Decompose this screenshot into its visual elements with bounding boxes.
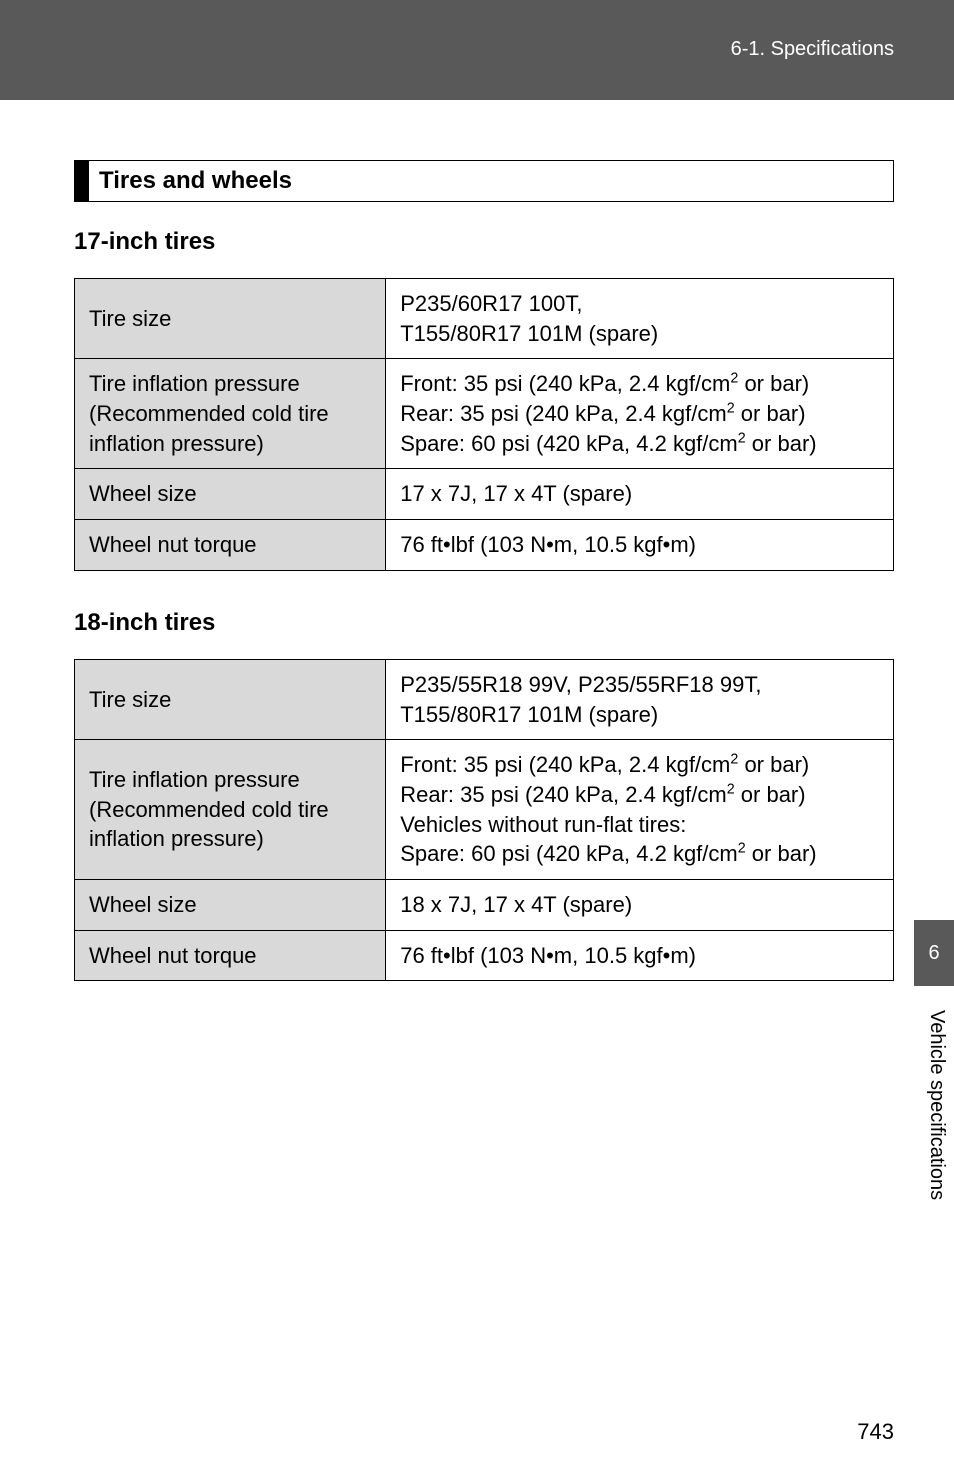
table-row: Tire inflation pressure(Recommended cold…	[75, 740, 894, 880]
table-row: Wheel nut torque 76 ft•lbf (103 N•m, 10.…	[75, 930, 894, 981]
chapter-label: Vehicle specifications	[925, 1010, 948, 1200]
page-number: 743	[857, 1419, 894, 1445]
breadcrumb: 6-1. Specifications	[731, 38, 894, 61]
spec-value: Front: 35 psi (240 kPa, 2.4 kgf/cm2 or b…	[386, 359, 894, 469]
spec-value: 76 ft•lbf (103 N•m, 10.5 kgf•m)	[386, 930, 894, 981]
spec-value: Front: 35 psi (240 kPa, 2.4 kgf/cm2 or b…	[386, 740, 894, 880]
spec-table-0: Tire size P235/60R17 100T,T155/80R17 101…	[74, 278, 894, 571]
spec-key: Wheel nut torque	[75, 930, 386, 981]
top-band: 6-1. Specifications	[0, 0, 954, 100]
spec-value: 17 x 7J, 17 x 4T (spare)	[386, 469, 894, 520]
spec-key: Wheel size	[75, 879, 386, 930]
spec-value: P235/55R18 99V, P235/55RF18 99T,T155/80R…	[386, 659, 894, 739]
spec-value: 18 x 7J, 17 x 4T (spare)	[386, 879, 894, 930]
spec-value: P235/60R17 100T,T155/80R17 101M (spare)	[386, 279, 894, 359]
table-heading-0: 17-inch tires	[74, 228, 894, 256]
table-row: Wheel size 17 x 7J, 17 x 4T (spare)	[75, 469, 894, 520]
table-row: Tire inflation pressure(Recommended cold…	[75, 359, 894, 469]
page-body: Tires and wheels 17-inch tires Tire size…	[0, 100, 954, 981]
spec-key: Tire size	[75, 659, 386, 739]
chapter-tab: 6	[914, 920, 954, 986]
section-header: Tires and wheels	[74, 160, 894, 202]
table-row: Wheel nut torque 76 ft•lbf (103 N•m, 10.…	[75, 520, 894, 571]
spec-value: 76 ft•lbf (103 N•m, 10.5 kgf•m)	[386, 520, 894, 571]
table-row: Wheel size 18 x 7J, 17 x 4T (spare)	[75, 879, 894, 930]
chapter-number: 6	[928, 942, 939, 965]
section-bar	[75, 161, 89, 201]
spec-key: Wheel nut torque	[75, 520, 386, 571]
spec-key: Tire size	[75, 279, 386, 359]
table-row: Tire size P235/60R17 100T,T155/80R17 101…	[75, 279, 894, 359]
spec-key: Tire inflation pressure(Recommended cold…	[75, 740, 386, 880]
spec-key: Wheel size	[75, 469, 386, 520]
spec-key: Tire inflation pressure(Recommended cold…	[75, 359, 386, 469]
table-row: Tire size P235/55R18 99V, P235/55RF18 99…	[75, 659, 894, 739]
section-title: Tires and wheels	[89, 161, 302, 201]
spec-table-1: Tire size P235/55R18 99V, P235/55RF18 99…	[74, 659, 894, 982]
table-heading-1: 18-inch tires	[74, 609, 894, 637]
